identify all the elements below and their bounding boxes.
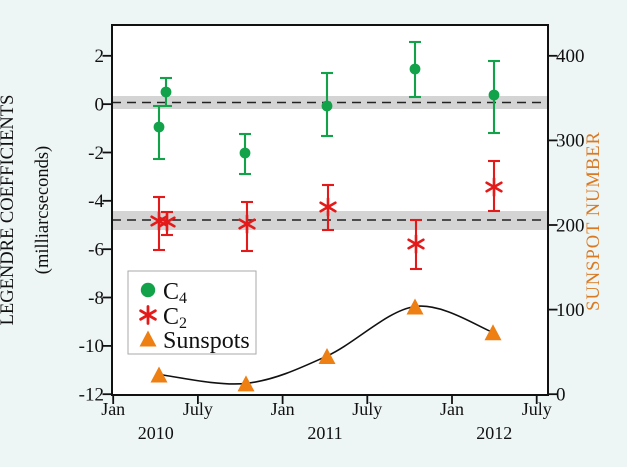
svg-text:-8: -8 <box>88 288 104 309</box>
svg-text:2: 2 <box>95 46 105 67</box>
svg-text:0: 0 <box>556 385 566 406</box>
svg-text:July: July <box>522 399 552 419</box>
svg-text:(milliarcseconds): (milliarcseconds) <box>33 146 53 274</box>
svg-text:Sunspots: Sunspots <box>163 328 250 354</box>
svg-text:-4: -4 <box>88 191 104 212</box>
svg-text:Jan: Jan <box>440 399 464 419</box>
svg-text:-2: -2 <box>88 143 104 164</box>
svg-text:300: 300 <box>556 131 585 152</box>
svg-text:SUNSPOT NUMBER: SUNSPOT NUMBER <box>584 131 604 311</box>
svg-text:400: 400 <box>556 46 585 67</box>
svg-text:2010: 2010 <box>138 423 174 443</box>
svg-text:LEGENDRE COEFFICIENTS: LEGENDRE COEFFICIENTS <box>0 95 18 326</box>
svg-text:Jan: Jan <box>271 399 295 419</box>
svg-text:-12: -12 <box>79 385 104 406</box>
svg-text:2012: 2012 <box>476 423 512 443</box>
svg-text:2011: 2011 <box>307 423 342 443</box>
svg-text:July: July <box>183 399 213 419</box>
svg-text:200: 200 <box>556 215 585 236</box>
svg-text:100: 100 <box>556 300 585 321</box>
svg-text:-10: -10 <box>79 336 104 357</box>
svg-text:0: 0 <box>95 95 105 116</box>
svg-text:July: July <box>352 399 382 419</box>
svg-text:-6: -6 <box>88 240 104 261</box>
svg-text:Jan: Jan <box>101 399 125 419</box>
